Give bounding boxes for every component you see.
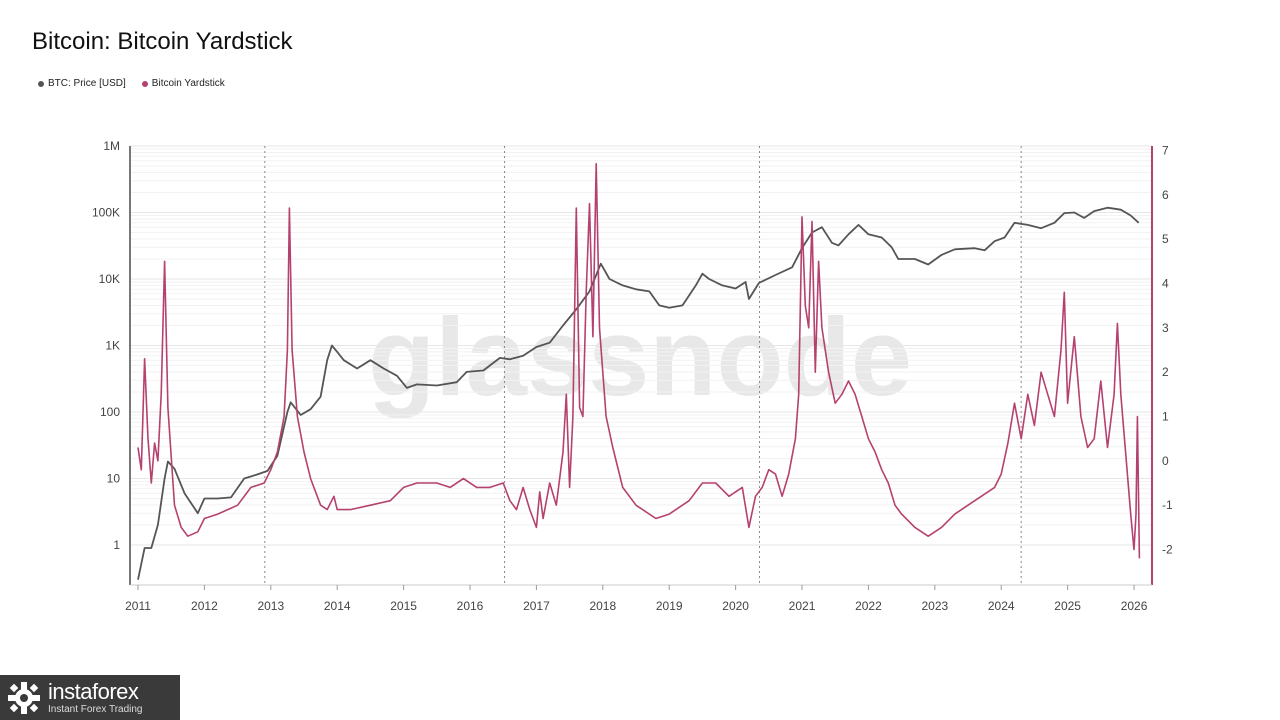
y-right-tick-label: 7 bbox=[1162, 143, 1169, 157]
x-tick-label: 2019 bbox=[656, 599, 683, 613]
x-tick-label: 2016 bbox=[457, 599, 484, 613]
y-right-tick-label: 0 bbox=[1162, 454, 1169, 468]
yardstick-series-line bbox=[137, 162, 1141, 559]
x-tick-label: 2024 bbox=[988, 599, 1015, 613]
y-right-tick-label: 4 bbox=[1162, 276, 1169, 290]
x-tick-label: 2021 bbox=[789, 599, 816, 613]
halving-lines bbox=[264, 146, 1022, 585]
legend-label-price: BTC: Price [USD] bbox=[48, 78, 126, 89]
y-left-tick-label: 100 bbox=[100, 405, 120, 419]
chart-title: Bitcoin: Bitcoin Yardstick bbox=[32, 28, 293, 55]
instaforex-logo: instaforex Instant Forex Trading bbox=[0, 675, 180, 720]
legend-label-yardstick: Bitcoin Yardstick bbox=[151, 78, 225, 89]
x-tick-label: 2025 bbox=[1054, 599, 1081, 613]
x-tick-label: 2011 bbox=[125, 599, 151, 613]
brand-tagline: Instant Forex Trading bbox=[48, 703, 143, 715]
watermark: glassnode bbox=[368, 296, 912, 419]
x-tick-label: 2020 bbox=[722, 599, 749, 613]
grid bbox=[130, 145, 1152, 546]
y-right-tick-label: 3 bbox=[1162, 321, 1169, 335]
x-tick-label: 2014 bbox=[324, 599, 351, 613]
y-right-tick-label: -2 bbox=[1162, 543, 1173, 557]
y-left-tick-label: 1M bbox=[103, 139, 120, 153]
x-tick-label: 2018 bbox=[589, 599, 616, 613]
x-tick-label: 2013 bbox=[257, 599, 284, 613]
y-right-tick-label: 6 bbox=[1162, 188, 1169, 202]
gear-icon bbox=[8, 681, 40, 714]
axes: 1 10 100 1K 10K 100K 1M -2 -1 0 1 2 3 4 5 6 7 2011 2012 201… bbox=[92, 139, 1173, 613]
legend: BTC: Price [USD] Bitcoin Yardstick bbox=[38, 78, 225, 89]
legend-item-yardstick[interactable]: Bitcoin Yardstick bbox=[141, 78, 225, 89]
y-right-tick-label: 2 bbox=[1162, 365, 1169, 379]
x-tick-label: 2023 bbox=[921, 599, 948, 613]
y-left-tick-label: 100K bbox=[92, 205, 120, 219]
x-tick-label: 2022 bbox=[855, 599, 882, 613]
legend-dot-yardstick bbox=[141, 80, 148, 87]
x-tick-label: 2017 bbox=[523, 599, 550, 613]
legend-dot-price bbox=[38, 80, 44, 87]
y-left-tick-label: 10K bbox=[99, 272, 120, 286]
y-right-tick-label: -1 bbox=[1162, 498, 1173, 512]
x-tick-label: 2026 bbox=[1121, 599, 1148, 613]
y-left-tick-label: 1 bbox=[113, 538, 120, 552]
x-tick-label: 2012 bbox=[191, 599, 218, 613]
y-right-tick-label: 5 bbox=[1162, 232, 1169, 246]
legend-item-price[interactable]: BTC: Price [USD] bbox=[38, 78, 126, 89]
price-series-line bbox=[137, 206, 1140, 580]
y-left-tick-label: 1K bbox=[105, 338, 120, 352]
brand-name: instaforex bbox=[48, 678, 139, 704]
y-right-tick-label: 1 bbox=[1162, 409, 1169, 423]
x-tick-label: 2015 bbox=[390, 599, 417, 613]
series-group bbox=[137, 162, 1141, 580]
y-left-tick-label: 10 bbox=[107, 471, 121, 485]
